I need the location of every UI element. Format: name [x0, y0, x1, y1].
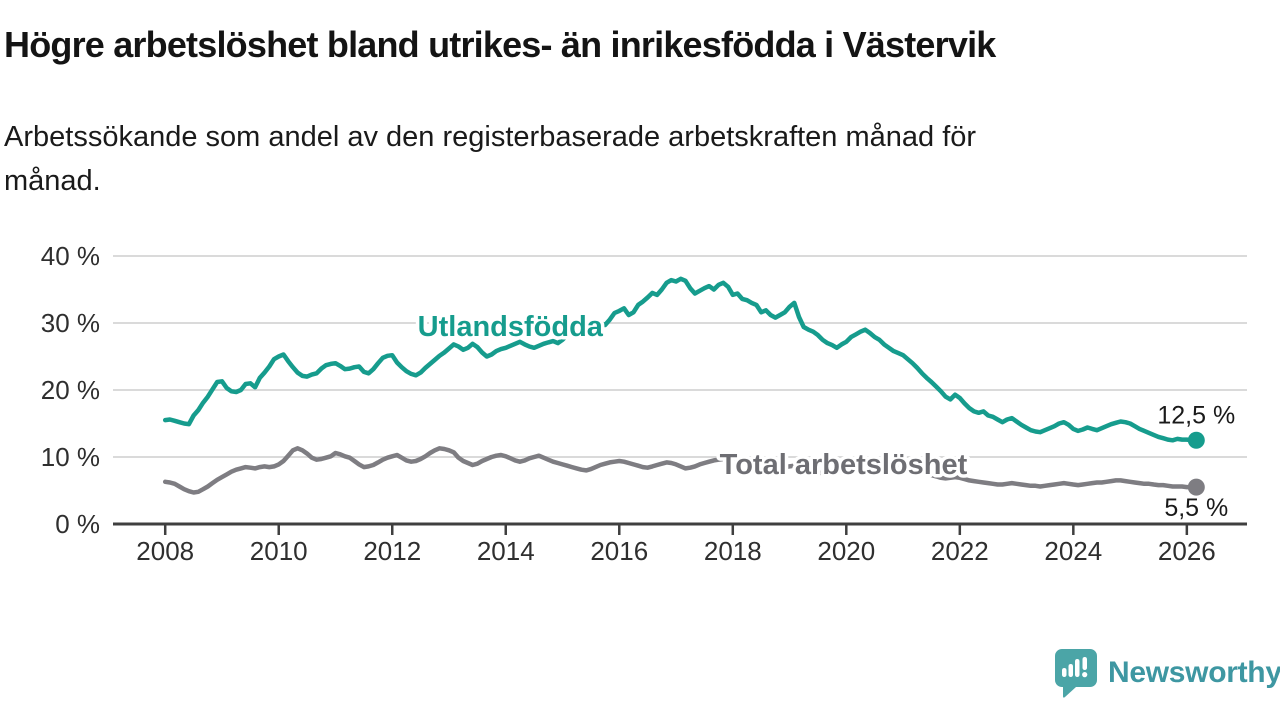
end-label-utlandsfodda: 12,5 %	[1157, 401, 1235, 429]
x-tick-label: 2010	[250, 536, 308, 566]
page-subtitle: Arbetssökande som andel av den registerb…	[4, 121, 977, 197]
x-tick-label: 2018	[704, 536, 762, 566]
x-tick-label: 2014	[477, 536, 535, 566]
series-label-total: Total arbetslöshet	[720, 449, 968, 481]
x-tick-label: 2024	[1044, 536, 1102, 566]
x-tick-label: 2016	[590, 536, 648, 566]
x-tick-label: 2012	[363, 536, 421, 566]
end-dot-total	[1187, 478, 1205, 496]
newsworthy-logo: Newsworthy	[1054, 648, 1280, 698]
newsworthy-logo-icon	[1055, 649, 1097, 698]
y-tick-label: 30 %	[41, 308, 100, 338]
y-tick-label: 40 %	[41, 241, 100, 271]
newsworthy-wordmark: Newsworthy	[1108, 656, 1280, 689]
series-label-utlandsfodda: Utlandsfödda	[418, 311, 604, 343]
y-tick-label: 10 %	[41, 442, 100, 472]
y-tick-label: 0 %	[55, 509, 100, 539]
x-tick-label: 2026	[1158, 536, 1216, 566]
x-tick-label: 2022	[931, 536, 989, 566]
page-title: Högre arbetslöshet bland utrikes- än inr…	[4, 24, 996, 65]
x-tick-label: 2020	[817, 536, 875, 566]
series-line-total	[162, 446, 1199, 495]
series-line-utlandsfodda	[162, 276, 1199, 443]
end-label-total: 5,5 %	[1164, 494, 1228, 522]
y-tick-label: 20 %	[41, 375, 100, 405]
end-dot-utlandsfodda	[1187, 431, 1205, 449]
x-tick-label: 2008	[136, 536, 194, 566]
